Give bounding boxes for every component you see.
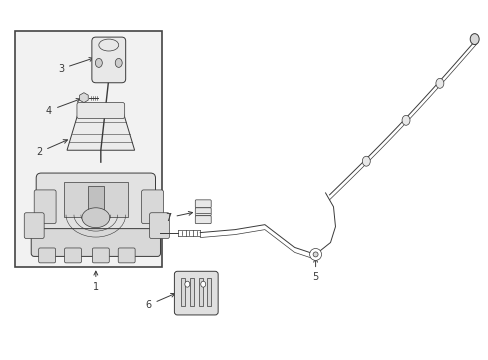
Bar bbox=[88, 186, 103, 214]
FancyBboxPatch shape bbox=[195, 208, 211, 216]
Ellipse shape bbox=[309, 248, 321, 260]
FancyBboxPatch shape bbox=[24, 213, 44, 239]
Ellipse shape bbox=[401, 115, 409, 125]
Ellipse shape bbox=[362, 156, 369, 166]
Polygon shape bbox=[80, 93, 88, 103]
Bar bbox=[207, 278, 211, 306]
FancyBboxPatch shape bbox=[174, 271, 218, 315]
FancyBboxPatch shape bbox=[195, 216, 211, 224]
FancyBboxPatch shape bbox=[142, 190, 163, 224]
Text: 1: 1 bbox=[93, 271, 99, 292]
FancyBboxPatch shape bbox=[31, 229, 160, 256]
FancyBboxPatch shape bbox=[39, 248, 56, 263]
Text: 7: 7 bbox=[165, 211, 192, 223]
Ellipse shape bbox=[469, 33, 478, 45]
FancyBboxPatch shape bbox=[118, 248, 135, 263]
Bar bbox=[198, 278, 202, 306]
Text: 5: 5 bbox=[312, 258, 318, 282]
FancyBboxPatch shape bbox=[77, 103, 124, 118]
Ellipse shape bbox=[312, 252, 317, 257]
FancyBboxPatch shape bbox=[64, 248, 81, 263]
Text: 4: 4 bbox=[46, 99, 80, 116]
Text: 3: 3 bbox=[58, 58, 93, 74]
Bar bbox=[190, 278, 194, 306]
Ellipse shape bbox=[99, 39, 119, 51]
Polygon shape bbox=[67, 111, 134, 150]
FancyBboxPatch shape bbox=[92, 248, 109, 263]
Ellipse shape bbox=[95, 58, 102, 67]
FancyBboxPatch shape bbox=[92, 37, 125, 83]
Ellipse shape bbox=[435, 78, 443, 88]
FancyBboxPatch shape bbox=[34, 190, 56, 224]
FancyBboxPatch shape bbox=[195, 200, 211, 208]
Bar bbox=[64, 182, 127, 217]
FancyBboxPatch shape bbox=[36, 173, 155, 238]
Bar bbox=[181, 278, 185, 306]
Ellipse shape bbox=[115, 58, 122, 67]
Bar bbox=[15, 31, 162, 267]
FancyBboxPatch shape bbox=[149, 213, 169, 239]
Ellipse shape bbox=[201, 281, 205, 287]
Ellipse shape bbox=[82, 208, 109, 228]
Text: 2: 2 bbox=[36, 140, 67, 157]
Ellipse shape bbox=[184, 281, 189, 287]
Text: 6: 6 bbox=[145, 293, 175, 310]
